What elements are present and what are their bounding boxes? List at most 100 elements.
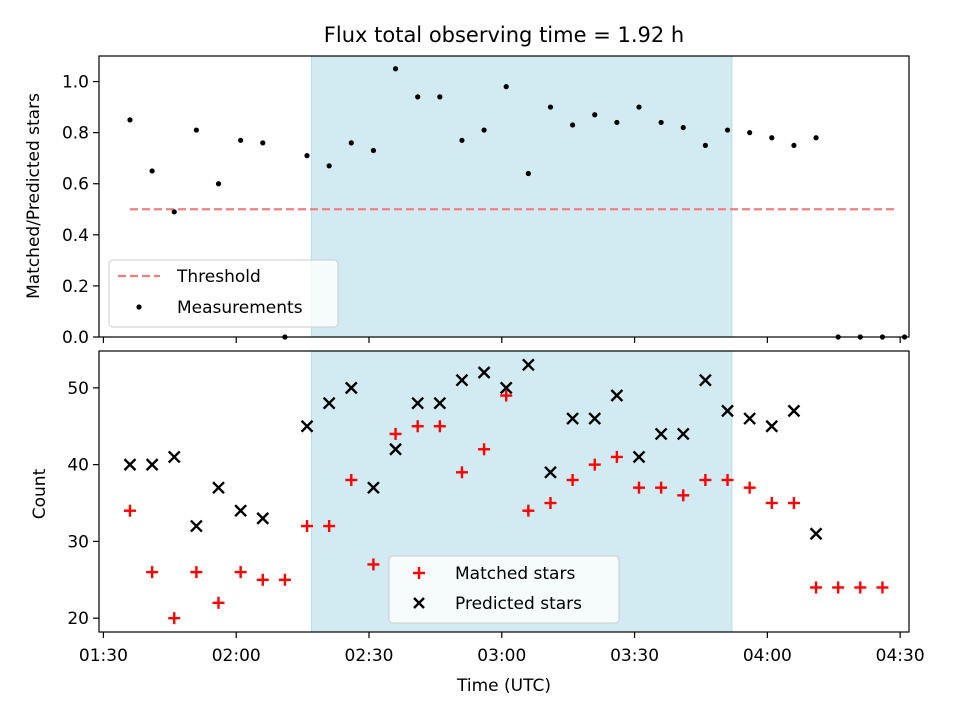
predicted-point-13 — [433, 396, 447, 410]
predicted-point-10 — [367, 481, 380, 495]
predicted-point-29 — [787, 404, 801, 418]
bottom-axes: 20 30 40 50 01:30 02:00 02:30 03:00 03:30 04:00 04… — [67, 350, 925, 666]
matched-point-16 — [478, 443, 491, 456]
measurement-point-0 — [127, 117, 133, 123]
bottom-y-axis-label: Count — [30, 468, 50, 519]
measurement-point-25 — [680, 124, 686, 131]
measurement-point-27 — [724, 127, 731, 133]
predicted-point-26 — [721, 404, 734, 418]
predicted-point-3 — [190, 519, 203, 533]
legend-measurements-label: Measurements — [177, 298, 303, 318]
predicted-point-4 — [212, 481, 225, 495]
measurement-point-31 — [813, 135, 819, 141]
matched-point-10 — [345, 473, 358, 486]
measurement-point-11 — [370, 147, 377, 154]
measurement-point-5 — [238, 137, 244, 143]
matched-point-29 — [765, 497, 778, 510]
predicted-point-22 — [632, 450, 646, 464]
predicted-point-8 — [322, 396, 336, 410]
measurement-point-4 — [215, 181, 222, 187]
predicted-point-16 — [499, 381, 513, 395]
legend-threshold-label: Threshold — [176, 267, 261, 287]
predicted-point-15 — [477, 366, 491, 379]
measurement-point-15 — [459, 137, 465, 143]
legend-predicted-label: Predicted stars — [455, 594, 582, 614]
matched-point-28 — [743, 481, 756, 494]
predicted-point-14 — [455, 373, 469, 387]
predicted-point-17 — [521, 358, 535, 372]
top-observing-region — [310, 55, 733, 338]
matched-point-31 — [810, 581, 823, 594]
legend-matched-swatch — [413, 567, 425, 579]
matched-point-5 — [234, 566, 247, 579]
top-ytick-label-4: 0.8 — [62, 124, 89, 144]
matched-point-30 — [787, 497, 800, 510]
matched-point-2 — [168, 612, 181, 625]
x-axis-label: Time (UTC) — [456, 676, 551, 696]
measurement-point-18 — [525, 170, 531, 177]
matched-point-25 — [677, 489, 690, 502]
measurement-point-29 — [769, 135, 775, 141]
top-y-axis-label: Matched/Predicted stars — [24, 93, 44, 299]
measurement-point-8 — [304, 153, 310, 159]
predicted-point-0 — [123, 458, 137, 471]
bottom-ytick-label-0: 20 — [67, 609, 89, 629]
bottom-xtick-label-1: 02:00 — [212, 646, 261, 666]
bottom-frame — [98, 350, 910, 633]
predicted-point-9 — [344, 381, 358, 395]
measurement-point-22 — [614, 119, 620, 126]
bottom-ytick-label-3: 50 — [67, 379, 89, 399]
bottom-legend: Matched stars Predicted stars — [388, 555, 620, 624]
bottom-xtick-label-5: 04:00 — [743, 646, 792, 666]
predicted-point-20 — [588, 412, 602, 425]
top-ytick-label-5: 1.0 — [62, 73, 89, 93]
bottom-predicted-layer — [123, 358, 823, 541]
matched-point-12 — [389, 427, 402, 440]
matched-point-32 — [832, 581, 845, 594]
measurement-point-12 — [392, 66, 399, 72]
matched-point-34 — [876, 581, 889, 594]
matched-point-14 — [433, 420, 446, 433]
predicted-point-25 — [699, 373, 712, 387]
matched-point-1 — [146, 566, 159, 579]
matched-point-17 — [500, 389, 513, 402]
measurement-point-16 — [481, 127, 487, 133]
matched-point-9 — [323, 520, 336, 533]
measurement-point-21 — [592, 112, 598, 118]
bottom-xtick-label-6: 04:30 — [876, 646, 925, 666]
top-panel: 0.0 0.2 0.4 0.6 0.8 1.0 Matched/Predicted sta… — [24, 55, 910, 348]
top-legend: Threshold Measurements — [108, 259, 339, 328]
bottom-matched-layer — [123, 389, 889, 625]
matched-point-27 — [721, 473, 734, 486]
top-ytick-label-1: 0.2 — [62, 277, 89, 297]
measurement-point-2 — [171, 209, 177, 215]
measurement-point-20 — [570, 122, 576, 128]
top-legend-frame — [108, 259, 339, 328]
predicted-point-7 — [300, 419, 314, 433]
matched-point-33 — [854, 581, 867, 594]
predicted-point-30 — [809, 527, 823, 541]
measurement-point-26 — [702, 142, 708, 149]
predicted-point-18 — [544, 465, 557, 479]
bottom-xtick-label-4: 03:30 — [610, 646, 659, 666]
measurement-point-9 — [326, 163, 332, 169]
predicted-point-24 — [676, 427, 690, 441]
predicted-point-27 — [743, 412, 757, 425]
top-ytick-label-0: 0.0 — [62, 328, 89, 348]
matched-point-21 — [588, 458, 601, 471]
predicted-point-28 — [765, 419, 779, 433]
matched-point-7 — [278, 573, 291, 586]
measurement-point-19 — [547, 104, 554, 110]
top-frame — [98, 55, 910, 338]
predicted-point-5 — [234, 504, 247, 518]
bottom-ytick-label-2: 40 — [67, 456, 89, 476]
bottom-legend-frame — [388, 555, 620, 624]
predicted-point-2 — [167, 450, 181, 464]
top-axes: 0.0 0.2 0.4 0.6 0.8 1.0 — [62, 55, 910, 348]
measurement-point-23 — [636, 104, 642, 110]
measurement-point-17 — [503, 84, 509, 90]
measurement-point-13 — [415, 94, 421, 100]
matched-point-11 — [367, 558, 380, 571]
bottom-xtick-label-2: 02:30 — [345, 646, 394, 666]
